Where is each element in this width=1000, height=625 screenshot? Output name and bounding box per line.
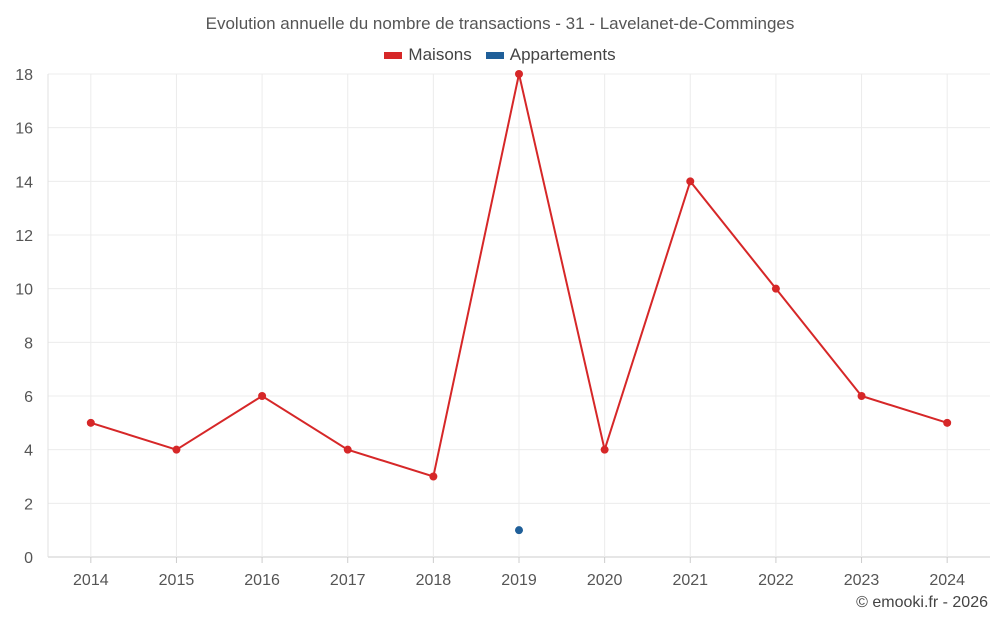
data-point-maisons <box>429 472 438 481</box>
data-point-maisons <box>86 418 95 427</box>
y-tick-label: 12 <box>15 228 33 245</box>
y-tick-label: 10 <box>15 282 33 299</box>
x-tick-label: 2024 <box>929 572 965 589</box>
x-tick-label: 2014 <box>73 572 109 589</box>
y-tick-label: 6 <box>24 389 33 406</box>
data-point-maisons <box>857 392 866 400</box>
y-tick-label: 4 <box>24 443 33 460</box>
legend-item-maisons[interactable]: Maisons <box>384 45 472 65</box>
legend-label-maisons: Maisons <box>408 45 472 64</box>
data-point-maisons <box>172 445 181 454</box>
y-tick-label: 16 <box>15 121 33 138</box>
copyright-text: © emooki.fr - 2026 <box>856 594 988 611</box>
legend-swatch-maisons <box>384 51 403 59</box>
x-tick-label: 2018 <box>416 572 452 589</box>
y-tick-label: 0 <box>24 550 33 567</box>
data-point-maisons <box>771 284 780 293</box>
x-tick-label: 2019 <box>501 572 537 589</box>
legend: Maisons Appartements <box>0 45 1000 65</box>
x-tick-label: 2017 <box>330 572 366 589</box>
data-point-maisons <box>600 445 609 454</box>
data-point-appartements <box>515 526 523 535</box>
x-tick-label: 2020 <box>587 572 623 589</box>
y-tick-label: 2 <box>24 496 33 513</box>
x-tick-label: 2023 <box>844 572 880 589</box>
legend-label-appartements: Appartements <box>509 45 616 64</box>
x-tick-label: 2015 <box>159 572 195 589</box>
x-tick-label: 2022 <box>758 572 794 589</box>
data-point-maisons <box>258 392 267 400</box>
y-tick-label: 18 <box>15 67 33 84</box>
x-tick-label: 2016 <box>244 572 280 589</box>
y-tick-label: 8 <box>24 335 33 352</box>
chart-title: Evolution annuelle du nombre de transact… <box>205 14 795 33</box>
y-tick-label: 14 <box>15 174 33 191</box>
data-point-maisons <box>943 418 952 427</box>
data-point-maisons <box>515 70 523 78</box>
data-point-maisons <box>686 177 695 186</box>
x-tick-label: 2021 <box>672 572 708 589</box>
legend-swatch-appartements <box>485 51 504 59</box>
legend-item-appartements[interactable]: Appartements <box>485 45 616 65</box>
data-point-maisons <box>343 445 352 454</box>
